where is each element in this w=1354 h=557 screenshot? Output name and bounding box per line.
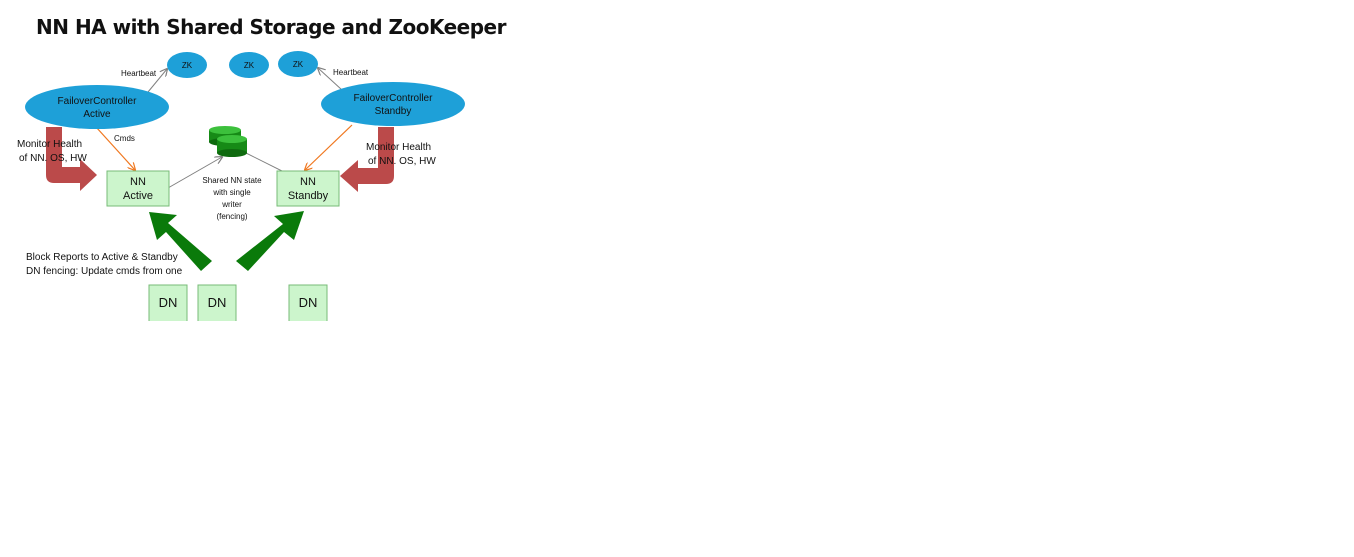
zk-node-2-label: ZK (244, 61, 255, 70)
cmds-active-arrow (95, 126, 135, 170)
dn-box-1-label: DN (159, 295, 178, 310)
nn-active-box (106, 170, 170, 207)
zk-node-1 (167, 52, 207, 78)
diagram-title: NN HA with Shared Storage and ZooKeeper (36, 15, 506, 39)
block-reports-line1: Block Reports to Active & Standby (26, 252, 178, 263)
nn-standby-line2: Standby (288, 190, 329, 202)
monitor-left-line2: of NN. OS, HW (19, 153, 87, 164)
nn-standby-box (276, 170, 340, 207)
shared-state-line3: writer (221, 200, 242, 209)
failover-active-line1: FailoverController (58, 96, 138, 107)
heartbeat-left-label: Heartbeat (121, 69, 157, 78)
block-report-left-arrow (149, 212, 212, 271)
shared-state-line1: Shared NN state (202, 176, 262, 185)
zk-node-3-label: ZK (293, 60, 304, 69)
cmds-standby-arrow (305, 124, 353, 170)
dn-box-3-label: DN (299, 295, 318, 310)
failover-active-line2: Active (83, 109, 111, 120)
active-to-storage-arrow (167, 157, 222, 189)
monitor-left-line1: Monitor Health (17, 139, 82, 150)
failover-controller-active (25, 85, 169, 129)
zk-node-2 (229, 52, 269, 78)
block-report-right-arrow (236, 211, 304, 271)
heartbeat-right-arrow (318, 68, 343, 91)
monitor-left-arrow (46, 127, 97, 191)
failover-controller-standby (321, 82, 465, 126)
zk-node-3 (278, 51, 318, 77)
nn-active-line2: Active (123, 190, 153, 202)
failover-standby-line2: Standby (375, 106, 412, 117)
nn-active-line1: NN (130, 176, 146, 188)
shared-state-line2: with single (212, 188, 251, 197)
shared-storage-icon (209, 126, 247, 157)
dn-box-2-label: DN (208, 295, 227, 310)
zk-node-1-label: ZK (182, 61, 193, 70)
shared-state-line4: (fencing) (216, 212, 247, 221)
monitor-right-line1: Monitor Health (366, 142, 431, 153)
heartbeat-right-label: Heartbeat (333, 68, 369, 77)
cmds-label: Cmds (114, 134, 135, 143)
monitor-right-arrow (340, 127, 394, 192)
block-reports-line2: DN fencing: Update cmds from one (26, 266, 183, 277)
crop-mask (0, 321, 1354, 557)
failover-standby-line1: FailoverController (354, 93, 434, 104)
heartbeat-left-arrow (147, 69, 167, 93)
nn-standby-line1: NN (300, 176, 316, 188)
monitor-right-line2: of NN. OS, HW (368, 156, 436, 167)
